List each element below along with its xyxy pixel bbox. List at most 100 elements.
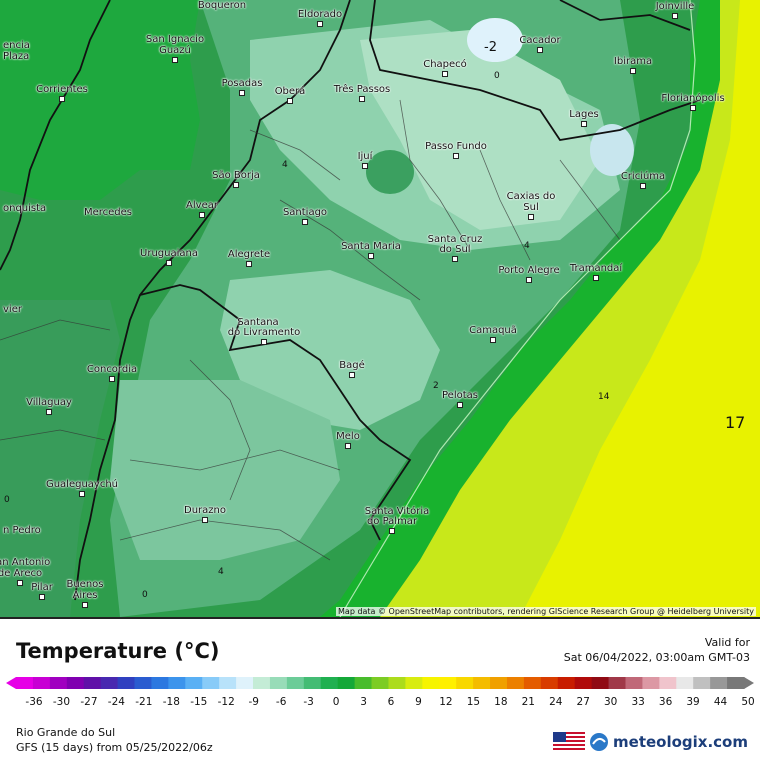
color-scale-segment	[388, 677, 406, 689]
scale-tick-label: -18	[163, 696, 180, 708]
city-label: Posadas	[221, 78, 263, 89]
color-scale-segment	[693, 677, 711, 689]
color-scale-segment	[83, 677, 102, 689]
legend-title: Temperature (°C)	[16, 639, 220, 663]
color-scale-segment	[523, 677, 542, 689]
city-marker	[287, 98, 293, 104]
city-label: San Ignacio	[145, 34, 205, 45]
temperature-map[interactable]: Boqueron Eldorado Joinville San Ignacio Guaz…	[0, 0, 760, 617]
scale-tick-label: 39	[686, 696, 699, 708]
city-marker	[345, 443, 351, 449]
color-scale-segment	[337, 677, 356, 689]
city-label: Concordia	[86, 364, 138, 375]
city-label: Cacador	[519, 35, 561, 46]
region-label: Rio Grande do Sul	[16, 726, 116, 739]
city-label: Durazno	[184, 505, 226, 516]
meteologix-logo-icon	[590, 733, 609, 751]
city-label: Porto Alegre	[498, 265, 560, 276]
city-label: Oberá	[274, 86, 306, 97]
scale-tick-label: -36	[25, 696, 42, 708]
city-marker	[389, 528, 395, 534]
city-marker	[368, 253, 374, 259]
scale-tick-label: -30	[53, 696, 70, 708]
city-label: Santa Cruz	[427, 234, 483, 245]
color-scale-segment	[422, 677, 440, 689]
city-label: Bagé	[339, 360, 365, 371]
city-marker	[82, 602, 88, 608]
city-marker	[690, 105, 696, 111]
city-marker	[46, 409, 52, 415]
legend-panel: Temperature (°C) Valid for Sat 06/04/202…	[0, 617, 760, 762]
color-scale-ticks: -36 -30 -27 -24 -21 -18 -15 -12 -9 -6 -3 0 3 6 9 12 15 18…	[25, 696, 754, 708]
city-marker	[59, 96, 65, 102]
city-label: Gualeguaychú	[45, 479, 119, 490]
scale-tick-label: 12	[439, 696, 452, 708]
city-label: Ibirama	[613, 56, 653, 67]
color-scale-segment	[236, 677, 254, 689]
color-scale: -36 -30 -27 -24 -21 -18 -15 -12 -9 -6 -3 0 3 6 9 12 15 18…	[6, 677, 755, 708]
brand-logo[interactable]: meteologix.com	[553, 732, 748, 752]
isoline-label: 0	[4, 495, 10, 505]
scale-tick-label: 3	[360, 696, 367, 708]
city-label: Boqueron	[197, 0, 247, 11]
city-label: Corrientes	[36, 84, 88, 95]
city-label: Melo	[336, 431, 360, 442]
isoline-label: 4	[282, 160, 288, 170]
scale-tick-label: 18	[494, 696, 507, 708]
city-marker	[362, 163, 368, 169]
city-marker	[39, 594, 45, 600]
city-marker	[109, 376, 115, 382]
color-scale-segment	[185, 677, 203, 689]
color-scale-segment	[100, 677, 119, 689]
city-label: Eldorado	[297, 9, 343, 20]
city-label: Villaguay	[26, 397, 72, 408]
color-scale-segment	[591, 677, 610, 689]
city-marker	[537, 47, 543, 53]
color-scale-segment	[557, 677, 576, 689]
color-scale-segment	[16, 677, 34, 689]
city-marker	[630, 68, 636, 74]
model-label: GFS (15 days) from 05/25/2022/06z	[16, 741, 213, 754]
city-marker	[528, 214, 534, 220]
color-scale-segment	[642, 677, 660, 689]
city-marker	[490, 337, 496, 343]
city-label: Pelotas	[442, 390, 478, 401]
scale-tick-label: 36	[659, 696, 673, 708]
scale-tick-label: 33	[631, 696, 644, 708]
isoline-label: -2	[484, 40, 497, 55]
color-scale-segment	[659, 677, 677, 689]
city-label: Criciúma	[620, 171, 666, 182]
city-label: Três Passos	[333, 84, 391, 95]
scale-tick-label: 44	[714, 696, 728, 708]
scale-tick-label: -15	[190, 696, 207, 708]
color-scale-segment	[371, 677, 389, 689]
city-marker	[302, 219, 308, 225]
color-scale-segment	[134, 677, 152, 689]
city-label: Buenos	[66, 579, 104, 590]
city-marker	[233, 182, 239, 188]
city-label: onquista	[3, 203, 47, 214]
city-label: São Borja	[212, 170, 260, 181]
city-label: Mercedes	[83, 207, 133, 218]
color-scale-segment	[405, 677, 423, 689]
city-label: Joinville	[655, 1, 695, 12]
city-marker	[640, 183, 646, 189]
city-label: Santiago	[282, 207, 328, 218]
city-label: Guazú	[159, 45, 191, 56]
city-label: Santa Maria	[341, 241, 401, 252]
city-marker	[199, 212, 205, 218]
city-label: Florianópolis	[661, 93, 725, 104]
map-canvas	[0, 0, 760, 617]
city-label: do Sul	[439, 244, 471, 255]
color-scale-segment	[151, 677, 169, 689]
color-scale-segment	[168, 677, 186, 689]
us-flag-icon[interactable]	[553, 732, 586, 752]
city-label: Passo Fundo	[425, 141, 487, 152]
city-marker	[442, 71, 448, 77]
color-scale-segment	[710, 677, 728, 689]
scale-left-arrow	[6, 677, 16, 689]
map-attribution[interactable]: Map data © OpenStreetMap contributors, r…	[336, 607, 756, 616]
city-label: vier	[3, 304, 22, 315]
city-label: San Antonio	[0, 557, 51, 568]
isoline-label: 0	[494, 71, 500, 81]
